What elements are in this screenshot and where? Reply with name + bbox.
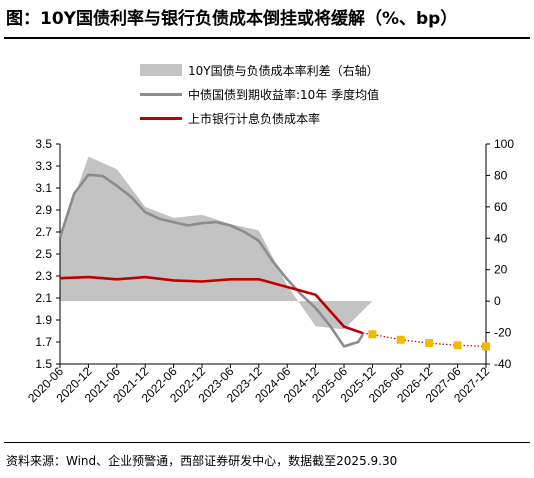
forecast-marker bbox=[396, 335, 405, 344]
forecast-marker bbox=[482, 342, 490, 351]
forecast-marker bbox=[425, 339, 434, 348]
left-tick-label: 1.7 bbox=[35, 335, 52, 349]
spread-area-layer bbox=[60, 156, 373, 330]
right-tick-label: 80 bbox=[494, 168, 508, 182]
legend-swatch-area bbox=[140, 64, 182, 76]
title-rule bbox=[4, 37, 530, 39]
legend-label-bank-cost: 上市银行计息负债成本率 bbox=[188, 111, 321, 126]
treasury-yield-line bbox=[58, 173, 365, 348]
left-tick-label: 2.3 bbox=[35, 269, 52, 283]
source-rule bbox=[4, 442, 530, 443]
left-tick-label: 3.1 bbox=[35, 181, 52, 195]
right-tick-label: 0 bbox=[494, 294, 501, 308]
bank-cost-line bbox=[59, 275, 364, 335]
left-tick-label: 2.9 bbox=[35, 203, 52, 217]
left-tick-label: 2.1 bbox=[35, 291, 52, 305]
source-note: 资料来源：Wind、企业预警通，西部证券研发中心，数据截至2025.9.30 bbox=[6, 454, 398, 468]
legend-item-treasury: 中债国债到期收益率:10年 季度均值 bbox=[140, 86, 379, 102]
left-tick-label: 2.5 bbox=[35, 247, 52, 261]
legend-label-treasury: 中债国债到期收益率:10年 季度均值 bbox=[188, 87, 380, 102]
series-layer bbox=[58, 173, 490, 351]
left-tick-label: 1.9 bbox=[35, 313, 52, 327]
right-tick-label: 60 bbox=[494, 200, 508, 214]
legend-swatch-gray-line bbox=[140, 92, 182, 96]
bank-cost-forecast-line bbox=[362, 332, 487, 347]
right-tick-label: -40 bbox=[494, 357, 512, 371]
chart-title: 图：10Y国债利率与银行负债成本倒挂或将缓解（%、bp） bbox=[6, 9, 458, 29]
left-tick-label: 2.7 bbox=[35, 225, 52, 239]
legend-swatch-red-line bbox=[140, 116, 182, 120]
left-tick-label: 3.5 bbox=[35, 137, 52, 151]
right-tick-label: -20 bbox=[494, 326, 512, 340]
right-tick-label: 40 bbox=[494, 231, 508, 245]
legend-item-spread: 10Y国债与负债成本率利差（右轴） bbox=[140, 62, 379, 78]
right-tick-label: 20 bbox=[494, 263, 508, 277]
legend-label-spread: 10Y国债与负债成本率利差（右轴） bbox=[188, 63, 379, 78]
right-tick-label: 100 bbox=[494, 137, 514, 151]
spread-area bbox=[60, 156, 373, 330]
forecast-marker bbox=[453, 341, 462, 350]
left-tick-label: 1.5 bbox=[35, 357, 52, 371]
axes-layer bbox=[56, 143, 490, 368]
legend-item-bank-cost: 上市银行计息负债成本率 bbox=[140, 110, 320, 126]
left-tick-label: 3.3 bbox=[35, 159, 52, 173]
forecast-marker bbox=[368, 330, 377, 339]
